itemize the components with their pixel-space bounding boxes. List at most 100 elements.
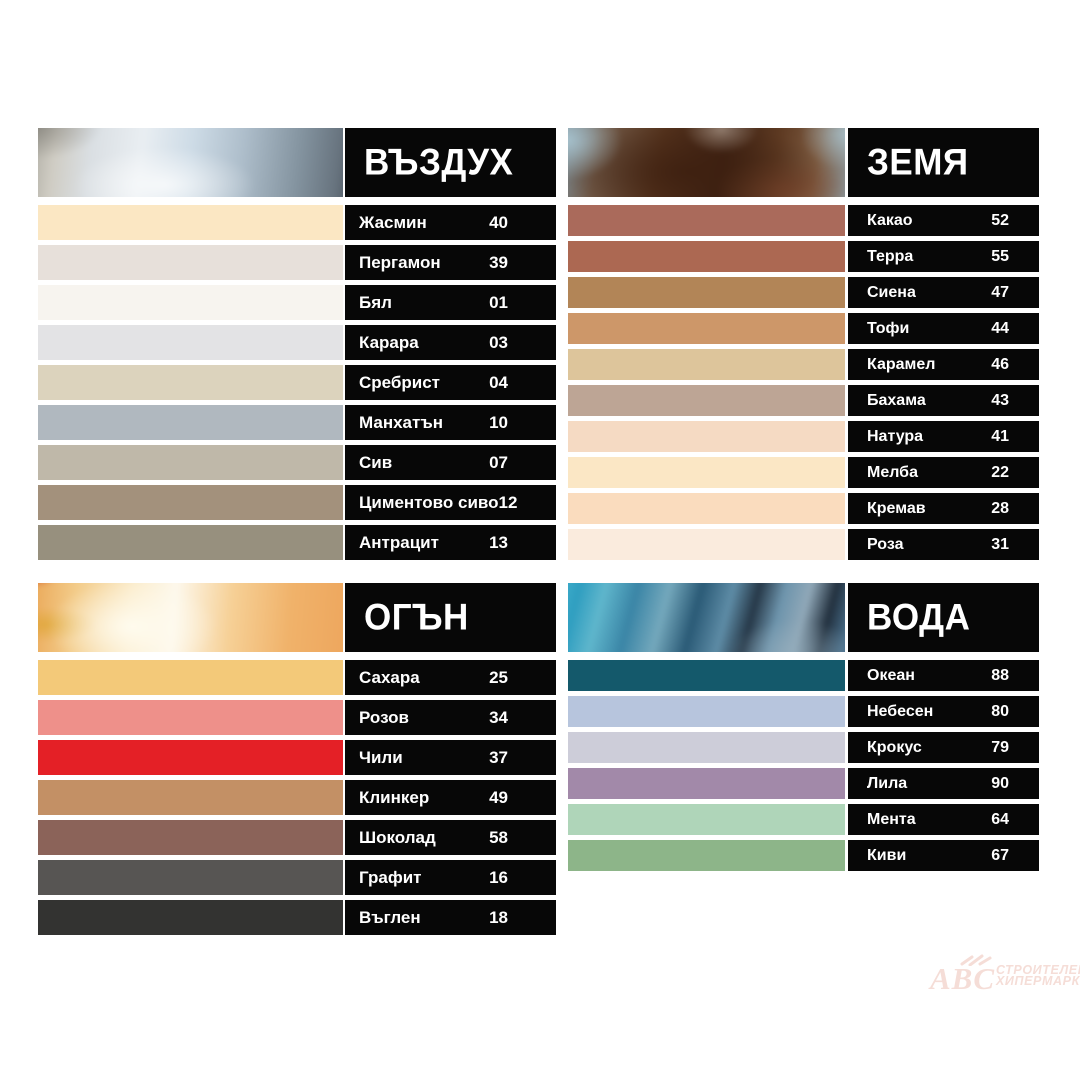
section-earth-header: ЗЕМЯ (568, 128, 1039, 197)
section-earth-rows: Какао 52 Терра 55 Сиена 47 Тофи 44 Карам… (568, 205, 1039, 560)
color-swatch (568, 529, 845, 560)
color-swatch (38, 780, 343, 815)
color-swatch (38, 325, 343, 360)
section-water-header: ВОДА (568, 583, 1039, 652)
color-name: Сиена (867, 283, 916, 301)
color-name: Сив (359, 452, 393, 472)
section-title: ВОДА (867, 596, 971, 638)
color-row: Крокус 79 (568, 732, 1039, 763)
color-code: 46 (991, 355, 1009, 373)
color-swatch (568, 205, 845, 236)
color-code: 13 (489, 532, 508, 552)
color-label-box: Мента 64 (848, 804, 1039, 835)
color-code: 28 (991, 499, 1009, 517)
color-row: Антрацит 13 (38, 525, 556, 560)
color-label-box: Антрацит 13 (345, 525, 556, 560)
color-row: Пергамон 39 (38, 245, 556, 280)
color-swatch (568, 385, 845, 416)
water-photo (568, 583, 845, 652)
color-code: 37 (489, 747, 508, 767)
color-swatch (568, 457, 845, 488)
color-label-box: Роза 31 (848, 529, 1039, 560)
color-name: Какао (867, 211, 913, 229)
color-swatch (38, 860, 343, 895)
color-swatch (38, 525, 343, 560)
section-air-header: ВЪЗДУХ (38, 128, 556, 197)
abc-logo-line2: ХИПЕРМАРКЕТ (996, 973, 1080, 988)
abc-hypermarket-logo: ABC СТРОИТЕЛЕН ХИПЕРМАРКЕТ (930, 952, 1080, 1006)
color-name: Клинкер (359, 787, 430, 807)
section-fire: ОГЪН Сахара 25 Розов 34 Чили 37 Клинкер … (38, 583, 556, 940)
color-row: Роза 31 (568, 529, 1039, 560)
section-fire-title-box: ОГЪН (345, 583, 556, 652)
color-code: 90 (991, 774, 1009, 792)
color-swatch (568, 493, 845, 524)
color-name: Крокус (867, 738, 922, 756)
color-code: 25 (489, 667, 508, 687)
color-name: Циментово сиво (359, 492, 499, 512)
color-label-box: Какао 52 (848, 205, 1039, 236)
color-name: Бял (359, 292, 392, 312)
color-name: Небесен (867, 702, 934, 720)
color-code: 07 (489, 452, 508, 472)
color-code: 39 (489, 252, 508, 272)
color-code: 47 (991, 283, 1009, 301)
abc-logo-text: ABC (930, 961, 996, 996)
color-row: Карамел 46 (568, 349, 1039, 380)
color-row: Шоколад 58 (38, 820, 556, 855)
color-row: Графит 16 (38, 860, 556, 895)
color-label-box: Чили 37 (345, 740, 556, 775)
color-label-box: Циментово сиво 12 (345, 485, 556, 520)
color-swatch (38, 365, 343, 400)
color-row: Лила 90 (568, 768, 1039, 799)
color-label-box: Терра 55 (848, 241, 1039, 272)
color-row: Розов 34 (38, 700, 556, 735)
color-label-box: Пергамон 39 (345, 245, 556, 280)
color-label-box: Карамел 46 (848, 349, 1039, 380)
section-water-rows: Океан 88 Небесен 80 Крокус 79 Лила 90 Ме… (568, 660, 1039, 871)
color-name: Чили (359, 747, 403, 767)
color-row: Сиена 47 (568, 277, 1039, 308)
color-code: 88 (991, 666, 1009, 684)
color-row: Циментово сиво 12 (38, 485, 556, 520)
color-label-box: Мелба 22 (848, 457, 1039, 488)
color-code: 31 (991, 535, 1009, 553)
color-code: 64 (991, 810, 1009, 828)
color-swatch (38, 740, 343, 775)
color-swatch (568, 696, 845, 727)
color-label-box: Сиена 47 (848, 277, 1039, 308)
color-name: Терра (867, 247, 914, 265)
color-swatch (568, 732, 845, 763)
color-name: Пергамон (359, 252, 441, 272)
color-name: Кремав (867, 499, 926, 517)
color-swatch (568, 768, 845, 799)
color-name: Лила (867, 774, 908, 792)
section-fire-rows: Сахара 25 Розов 34 Чили 37 Клинкер 49 Шо… (38, 660, 556, 935)
color-row: Чили 37 (38, 740, 556, 775)
color-swatch (568, 804, 845, 835)
color-row: Мелба 22 (568, 457, 1039, 488)
color-label-box: Жасмин 40 (345, 205, 556, 240)
color-code: 43 (991, 391, 1009, 409)
color-label-box: Крокус 79 (848, 732, 1039, 763)
color-swatch (568, 840, 845, 871)
color-code: 10 (489, 412, 508, 432)
color-row: Бял 01 (38, 285, 556, 320)
color-name: Роза (867, 535, 904, 553)
sky-photo-image (38, 128, 343, 197)
color-swatch (38, 245, 343, 280)
color-name: Карамел (867, 355, 936, 373)
color-row: Кремав 28 (568, 493, 1039, 524)
earth-photo (568, 128, 845, 197)
color-name: Натура (867, 427, 924, 445)
color-code: 44 (991, 319, 1009, 337)
color-label-box: Розов 34 (345, 700, 556, 735)
color-swatch (38, 660, 343, 695)
section-air-title-box: ВЪЗДУХ (345, 128, 556, 197)
color-label-box: Тофи 44 (848, 313, 1039, 344)
color-name: Шоколад (359, 827, 436, 847)
fire-photo (38, 583, 343, 652)
color-label-box: Графит 16 (345, 860, 556, 895)
color-code: 55 (991, 247, 1009, 265)
color-label-box: Карара 03 (345, 325, 556, 360)
